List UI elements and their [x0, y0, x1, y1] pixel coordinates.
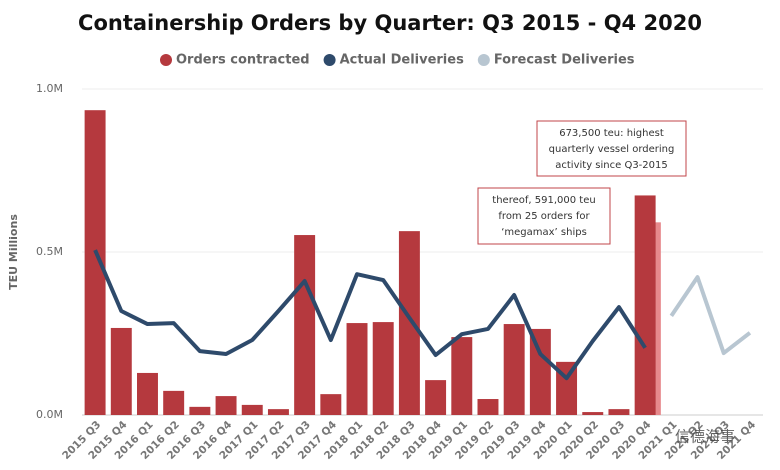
bar: [425, 380, 447, 415]
bar: [84, 110, 106, 415]
bar: [320, 394, 342, 415]
legend-label: Actual Deliveries: [340, 53, 464, 68]
bar: [241, 404, 263, 415]
legend-marker: [477, 54, 490, 66]
annotation-text: ‘megamax’ ships: [501, 227, 587, 238]
line-series: [669, 275, 752, 356]
annotation-text: activity since Q3-2015: [555, 160, 668, 171]
bar: [582, 412, 604, 415]
bar: [346, 323, 368, 415]
y-tick-label: 1.0M: [36, 82, 63, 95]
bar: [294, 235, 316, 415]
legend-marker: [323, 54, 336, 66]
annotation-text: 673,500 teu: highest: [559, 128, 664, 139]
bar: [477, 399, 499, 415]
legend: Orders contracted Actual Deliveries Foreca…: [160, 53, 635, 68]
y-axis-title: TEU Millions: [7, 214, 20, 290]
bar: [110, 327, 132, 415]
legend-label: Forecast Deliveries: [494, 53, 635, 68]
bar: [451, 337, 473, 415]
bar: [189, 406, 211, 415]
annotation-text: thereof, 591,000 teu: [492, 195, 595, 206]
bar: [137, 372, 158, 415]
bar: [372, 322, 394, 415]
bar: [267, 409, 289, 415]
legend-marker: [160, 54, 172, 66]
bar: [215, 396, 237, 415]
annotation-box: [536, 120, 687, 177]
bar: [608, 409, 630, 415]
bar: [398, 231, 420, 415]
annotation-text: quarterly vessel ordering: [549, 144, 675, 155]
bar: [503, 324, 525, 415]
y-tick-label: 0.5M: [36, 245, 63, 258]
legend-label: Orders contracted: [176, 53, 310, 68]
line-series: [93, 249, 647, 381]
chart-title: Containership Orders by Quarter: Q3 2015…: [78, 11, 702, 35]
bar: [634, 195, 656, 415]
annotation-box: [477, 187, 611, 245]
bar: [163, 390, 185, 415]
annotation-text: from 25 orders for: [498, 211, 590, 222]
y-tick-label: 0.0M: [36, 408, 63, 421]
bar: [529, 328, 551, 415]
watermark: 信德海事: [675, 428, 735, 446]
